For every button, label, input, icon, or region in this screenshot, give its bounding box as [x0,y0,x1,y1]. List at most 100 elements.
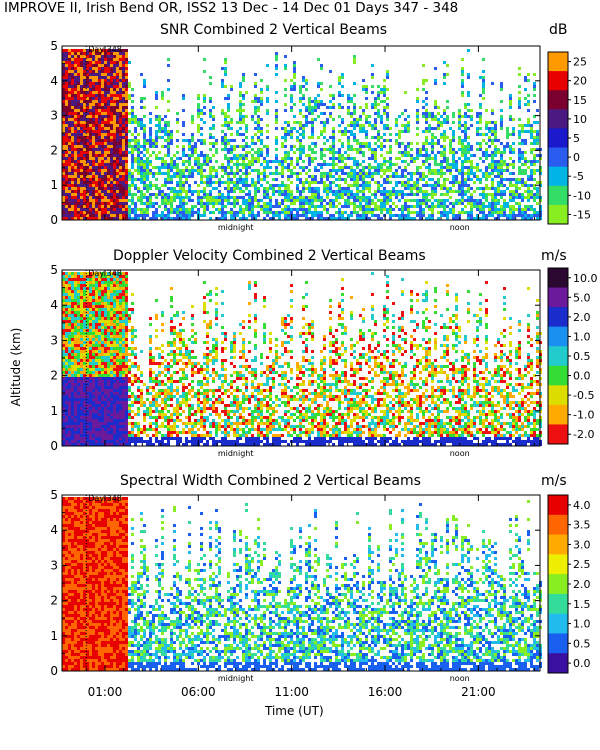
heatmap-cell [74,49,77,52]
heatmap-cell [128,169,131,172]
heatmap-cell [239,82,242,85]
heatmap-cell [101,169,104,172]
heatmap-cell [320,82,323,85]
heatmap-cell [377,184,380,187]
heatmap-cell [104,49,107,52]
heatmap-cell [305,124,308,127]
heatmap-cell [275,58,278,61]
heatmap-cell [362,151,365,154]
heatmap-cell [191,136,194,139]
heatmap-cell [62,139,65,142]
heatmap-cell [485,166,488,169]
heatmap-cell [344,190,347,193]
heatmap-cell [176,157,179,160]
heatmap-cell [224,145,227,148]
heatmap-cell [71,398,74,401]
heatmap-cell [365,202,368,205]
heatmap-cell [80,314,83,317]
heatmap-cell [158,136,161,139]
heatmap-cell [77,154,80,157]
heatmap-cell [83,434,86,437]
heatmap-cell [527,214,530,217]
heatmap-cell [416,100,419,103]
heatmap-cell [524,97,527,100]
heatmap-cell [137,160,140,163]
heatmap-cell [251,142,254,145]
heatmap-cell [287,163,290,166]
heatmap-cell [374,154,377,157]
heatmap-cell [281,169,284,172]
heatmap-cell [476,205,479,208]
heatmap-cell [182,184,185,187]
heatmap-cell [101,214,104,217]
heatmap-cell [83,169,86,172]
heatmap-cell [65,422,68,425]
heatmap-cell [428,124,431,127]
heatmap-cell [359,163,362,166]
heatmap-cell [296,214,299,217]
heatmap-cell [266,193,269,196]
heatmap-cell [74,365,77,368]
heatmap-cell [317,103,320,106]
heatmap-cell [158,169,161,172]
heatmap-cell [491,160,494,163]
heatmap-cell [182,211,185,214]
heatmap-cell [311,148,314,151]
day-annotation: Day 348 [88,45,122,54]
heatmap-cell [266,163,269,166]
heatmap-cell [311,196,314,199]
heatmap-cell [107,169,110,172]
heatmap-cell [368,181,371,184]
heatmap-cell [359,199,362,202]
heatmap-cell [62,88,65,91]
heatmap-cell [512,205,515,208]
heatmap-cell [284,64,287,67]
heatmap-cell [407,115,410,118]
heatmap-cell [449,139,452,142]
heatmap-cell [110,193,113,196]
heatmap-cell [311,133,314,136]
heatmap-cell [473,175,476,178]
heatmap-cell [122,157,125,160]
heatmap-cell [107,172,110,175]
heatmap-cell [419,166,422,169]
heatmap-cell [62,419,65,422]
heatmap-cell [110,118,113,121]
heatmap-cell [191,193,194,196]
heatmap-cell [350,211,353,214]
heatmap-cell [254,133,257,136]
heatmap-cell [161,91,164,94]
heatmap-cell [383,199,386,202]
heatmap-cell [71,389,74,392]
heatmap-cell [65,317,68,320]
heatmap-cell [242,157,245,160]
heatmap-cell [419,211,422,214]
heatmap-cell [92,133,95,136]
x-axis-label: Time (UT) [265,704,324,718]
heatmap-cell [299,145,302,148]
heatmap-cell [332,133,335,136]
heatmap-cell [365,97,368,100]
heatmap-cell [536,169,539,172]
heatmap-cell [239,133,242,136]
heatmap-cell [323,112,326,115]
heatmap-cell [230,208,233,211]
heatmap-cell [446,73,449,76]
heatmap-cell [74,76,77,79]
heatmap-cell [362,175,365,178]
heatmap-cell [161,166,164,169]
heatmap-cell [71,82,74,85]
heatmap-cell [128,190,131,193]
heatmap-cell [425,166,428,169]
heatmap-cell [83,82,86,85]
heatmap-cell [68,443,71,446]
heatmap-cell [98,181,101,184]
heatmap-cell [392,202,395,205]
heatmap-cell [248,208,251,211]
heatmap-cell [308,175,311,178]
heatmap-cell [359,178,362,181]
heatmap-cell [188,142,191,145]
heatmap-cell [461,130,464,133]
heatmap-cell [65,299,68,302]
heatmap-cell [530,130,533,133]
